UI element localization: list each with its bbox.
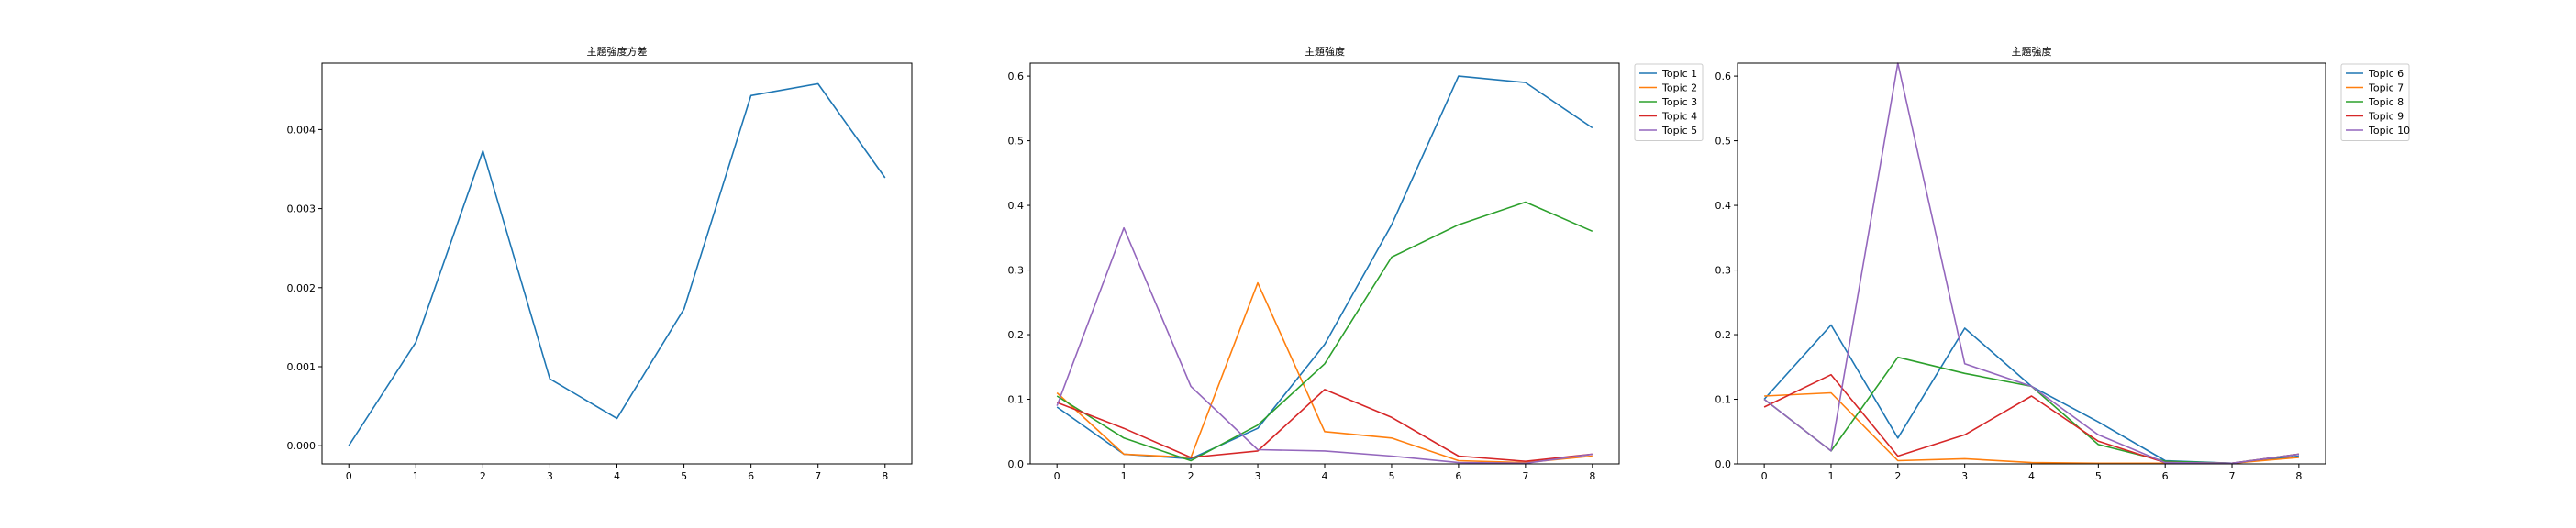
- y-tick-label: 0.000: [287, 440, 316, 452]
- y-tick-label: 0.6: [1715, 71, 1732, 82]
- chart-panel-3: 0 1 2 3 4 5 6 7 8 0.0 0.1 0.2 0.3 0.4 0.5 0.6 主題強度 Topic …: [1715, 45, 2411, 482]
- legend-label: Topic 8: [2368, 96, 2404, 108]
- y-tick-label: 0.4: [1008, 200, 1025, 212]
- series-line: [1763, 324, 2299, 465]
- legend: Topic 6 Topic 7 Topic 8 Topic 9 Topic 10: [2340, 63, 2410, 141]
- x-tick-label: 4: [1322, 470, 1328, 482]
- x-tick-label: 2: [1188, 470, 1194, 482]
- chart-title: 主題強度: [2012, 45, 2052, 58]
- y-tick-label: 0.004: [287, 124, 316, 136]
- x-tick-label: 5: [1388, 470, 1394, 482]
- legend-label: Topic 7: [2368, 82, 2404, 94]
- legend-box: [1634, 63, 1704, 141]
- plot-frame: [321, 62, 913, 465]
- legend-label: Topic 2: [1661, 82, 1697, 94]
- series-line: [1763, 373, 2300, 465]
- y-tick-label: 0.3: [1715, 265, 1732, 277]
- series-line: [1056, 281, 1593, 464]
- plot-frame: [1737, 62, 2326, 465]
- legend-label: Topic 1: [1661, 68, 1697, 80]
- x-tick-label: 3: [1961, 470, 1968, 482]
- plot-frame: [1029, 62, 1620, 465]
- x-tick-label: 0: [346, 470, 352, 482]
- y-tick-label: 0.0: [1715, 458, 1732, 470]
- legend-label: Topic 3: [1661, 96, 1697, 108]
- y-tick-label: 0.6: [1008, 71, 1025, 82]
- x-tick-label: 5: [2095, 470, 2102, 482]
- series-line: [348, 82, 886, 446]
- x-tick-label: 8: [882, 470, 888, 482]
- series-line: [1056, 226, 1593, 465]
- x-tick-label: 3: [1255, 470, 1261, 482]
- y-tick-label: 0.3: [1008, 265, 1025, 277]
- y-tick-label: 0.2: [1008, 329, 1025, 341]
- x-tick-label: 8: [1589, 470, 1595, 482]
- x-tick-label: 6: [748, 470, 754, 482]
- chart-panel-2: 0 1 2 3 4 5 6 7 8 0.0 0.1 0.2 0.3 0.4 0.5 0.6 主題強度 Topic …: [1008, 45, 1704, 482]
- legend-label: Topic 10: [2368, 125, 2410, 137]
- y-tick-label: 0.5: [1008, 136, 1025, 148]
- x-tick-label: 5: [681, 470, 687, 482]
- chart-title: 主題強度方差: [587, 45, 648, 58]
- y-tick-label: 0.5: [1715, 136, 1732, 148]
- y-tick-label: 0.002: [287, 282, 316, 294]
- x-tick-label: 7: [815, 470, 821, 482]
- legend-box: [2340, 63, 2410, 141]
- y-tick-label: 0.1: [1008, 394, 1025, 406]
- x-tick-label: 2: [1894, 470, 1901, 482]
- legend-label: Topic 9: [2368, 111, 2404, 123]
- series-line: [1763, 62, 2300, 465]
- y-tick-label: 0.1: [1715, 394, 1732, 406]
- y-tick-label: 0.001: [287, 361, 316, 373]
- y-tick-label: 0.4: [1715, 200, 1732, 212]
- y-tick-label: 0.003: [287, 204, 316, 215]
- chart-title: 主題強度: [1305, 45, 1345, 58]
- x-tick-label: 7: [1522, 470, 1528, 482]
- series-line: [1056, 389, 1593, 463]
- x-tick-label: 3: [547, 470, 553, 482]
- x-tick-label: 8: [2295, 470, 2302, 482]
- series-line: [1056, 75, 1593, 460]
- x-tick-label: 2: [480, 470, 486, 482]
- legend-label: Topic 4: [1661, 111, 1697, 123]
- x-tick-label: 4: [614, 470, 620, 482]
- y-tick-label: 0.2: [1715, 329, 1732, 341]
- x-tick-label: 1: [413, 470, 419, 482]
- x-tick-label: 0: [1761, 470, 1768, 482]
- x-tick-label: 4: [2028, 470, 2035, 482]
- series-line: [1056, 201, 1593, 462]
- x-tick-label: 0: [1054, 470, 1060, 482]
- legend-label: Topic 5: [1661, 125, 1697, 137]
- y-tick-label: 0.0: [1008, 458, 1025, 470]
- chart-panel-1: 0 1 2 3 4 5 6 7 8 0.000 0.001 0.002 0.003 0.004 主題強度方差: [287, 45, 913, 482]
- legend-label: Topic 6: [2368, 68, 2404, 80]
- legend: Topic 1 Topic 2 Topic 3 Topic 4 Topic 5: [1634, 63, 1704, 141]
- series-line: [1764, 391, 2299, 465]
- x-tick-label: 6: [1455, 470, 1461, 482]
- x-tick-label: 6: [2162, 470, 2169, 482]
- x-tick-label: 1: [1121, 470, 1127, 482]
- x-tick-label: 1: [1827, 470, 1834, 482]
- x-tick-label: 7: [2229, 470, 2236, 482]
